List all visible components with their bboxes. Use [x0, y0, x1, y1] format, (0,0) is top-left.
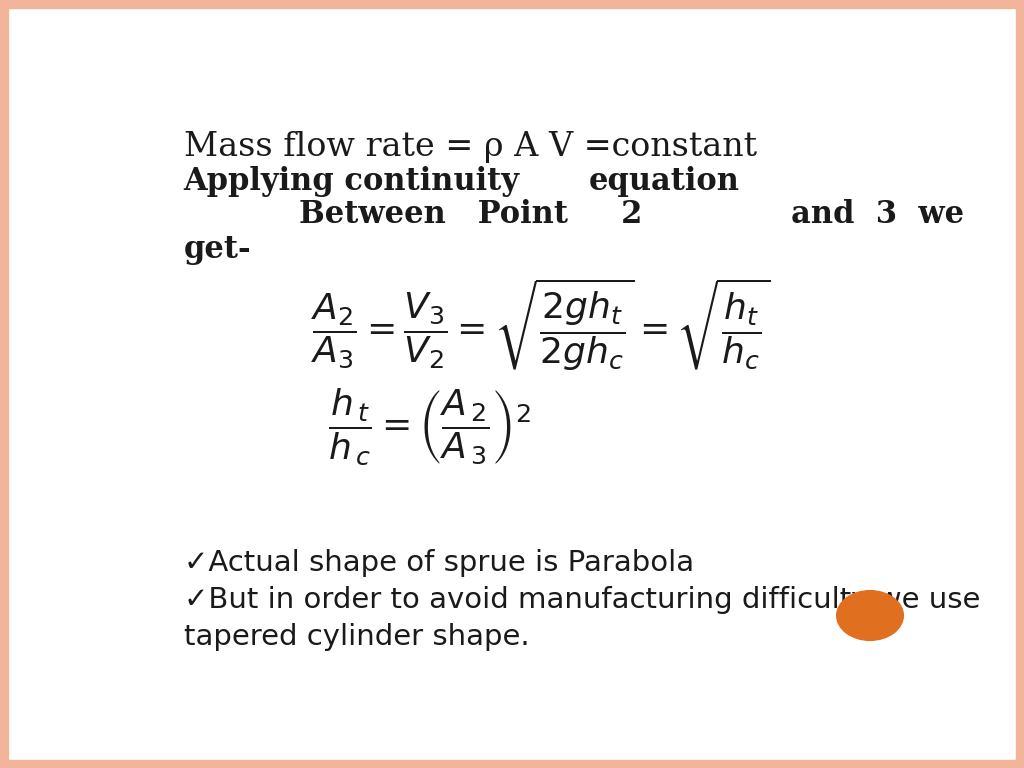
Text: ✓Actual shape of sprue is Parabola: ✓Actual shape of sprue is Parabola — [183, 548, 693, 577]
Text: equation: equation — [588, 166, 739, 197]
Text: tapered cylinder shape.: tapered cylinder shape. — [183, 623, 529, 651]
Text: $\dfrac{h_{\,t}}{h_{\,c}} = \left( \dfrac{A_{\,2}}{A_{\,3}} \right)^{2}$: $\dfrac{h_{\,t}}{h_{\,c}} = \left( \dfra… — [328, 386, 531, 467]
Text: Mass flow rate = ρ A V =constant: Mass flow rate = ρ A V =constant — [183, 131, 757, 163]
Text: Between   Point     2              and  3  we: Between Point 2 and 3 we — [299, 199, 964, 230]
Text: $\dfrac{A_2}{A_3} = \dfrac{V_3}{V_2} = \sqrt{\dfrac{2gh_t}{2gh_c}} = \sqrt{\dfra: $\dfrac{A_2}{A_3} = \dfrac{V_3}{V_2} = \… — [311, 277, 770, 374]
Text: ✓But in order to avoid manufacturing difficulty we use: ✓But in order to avoid manufacturing dif… — [183, 586, 980, 614]
Text: Applying continuity: Applying continuity — [183, 166, 519, 197]
Text: get-: get- — [183, 234, 251, 265]
Circle shape — [837, 591, 903, 641]
